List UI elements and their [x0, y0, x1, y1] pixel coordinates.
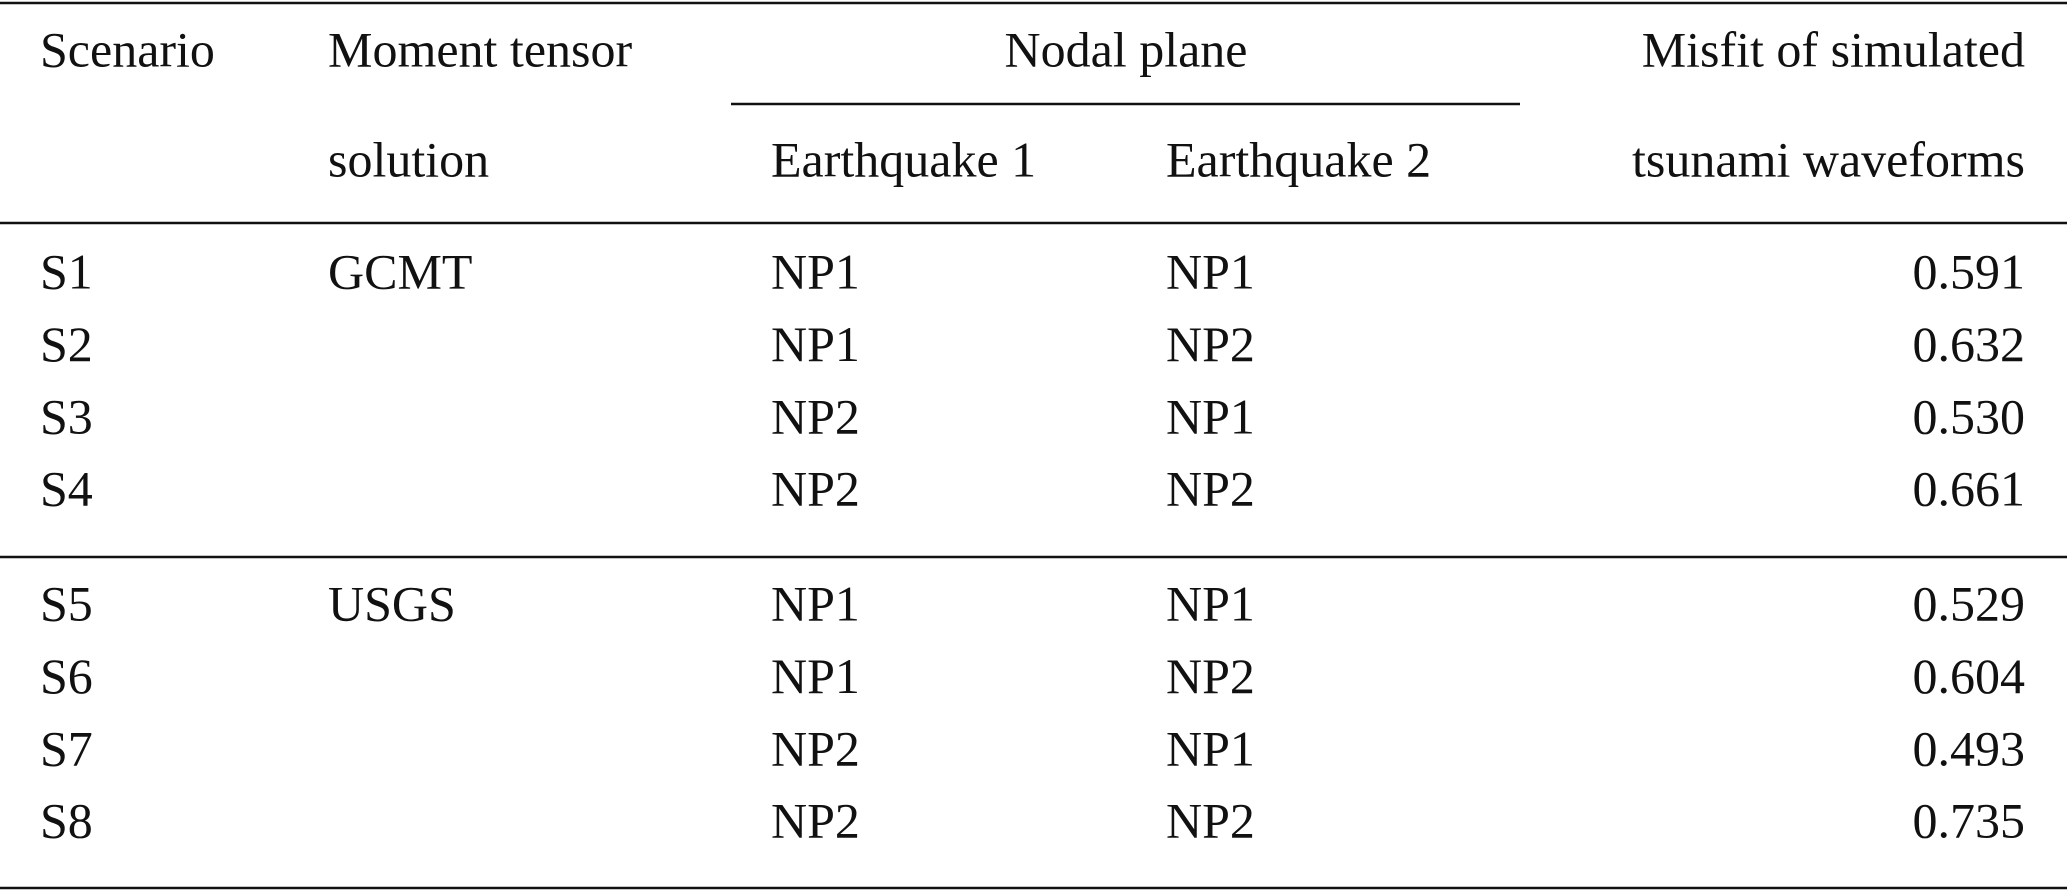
- table-cell: NP2: [1166, 461, 1255, 517]
- table-cell: S1: [40, 243, 93, 299]
- table-cell: 0.530: [1913, 388, 2026, 444]
- table-cell: NP1: [771, 648, 860, 704]
- header-cell: Earthquake 2: [1166, 131, 1431, 187]
- table-cell: S5: [40, 575, 93, 631]
- table-cell: NP1: [771, 243, 860, 299]
- header-cell: Earthquake 1: [771, 131, 1036, 187]
- table-cell: NP2: [771, 793, 860, 849]
- table-cell: 0.604: [1913, 648, 2026, 704]
- header-cell: Misfit of simulated: [1642, 21, 2025, 77]
- table-cell: NP1: [1166, 243, 1255, 299]
- table-cell: NP2: [1166, 793, 1255, 849]
- table-cell: S6: [40, 648, 93, 704]
- table-cell: NP1: [771, 316, 860, 372]
- table-cell: 0.529: [1913, 575, 2026, 631]
- table-cell: S2: [40, 316, 93, 372]
- table-cell: 0.493: [1913, 720, 2026, 776]
- header-cell: Moment tensor: [328, 21, 632, 77]
- table-cell: S4: [40, 461, 93, 517]
- header-cell: solution: [328, 131, 489, 187]
- header-cell: tsunami waveforms: [1632, 131, 2025, 187]
- table-cell: 0.632: [1913, 316, 2026, 372]
- table-cell: NP2: [771, 461, 860, 517]
- table-cell: GCMT: [328, 243, 472, 299]
- table-cell: NP2: [771, 720, 860, 776]
- header-cell: Nodal plane: [1005, 21, 1248, 77]
- table-cell: NP1: [1166, 575, 1255, 631]
- table-cell: NP1: [771, 575, 860, 631]
- table-cell: 0.591: [1913, 243, 2026, 299]
- table-cell: S3: [40, 388, 93, 444]
- header-cell: Scenario: [40, 21, 215, 77]
- table-cell: NP1: [1166, 388, 1255, 444]
- table-cell: NP1: [1166, 720, 1255, 776]
- table-cell: S8: [40, 793, 93, 849]
- table-cell: NP2: [771, 388, 860, 444]
- table-cell: S7: [40, 720, 93, 776]
- table-cell: 0.735: [1913, 793, 2026, 849]
- table-cell: 0.661: [1913, 461, 2026, 517]
- table-cell: NP2: [1166, 648, 1255, 704]
- table-cell: NP2: [1166, 316, 1255, 372]
- table-cell: USGS: [328, 575, 456, 631]
